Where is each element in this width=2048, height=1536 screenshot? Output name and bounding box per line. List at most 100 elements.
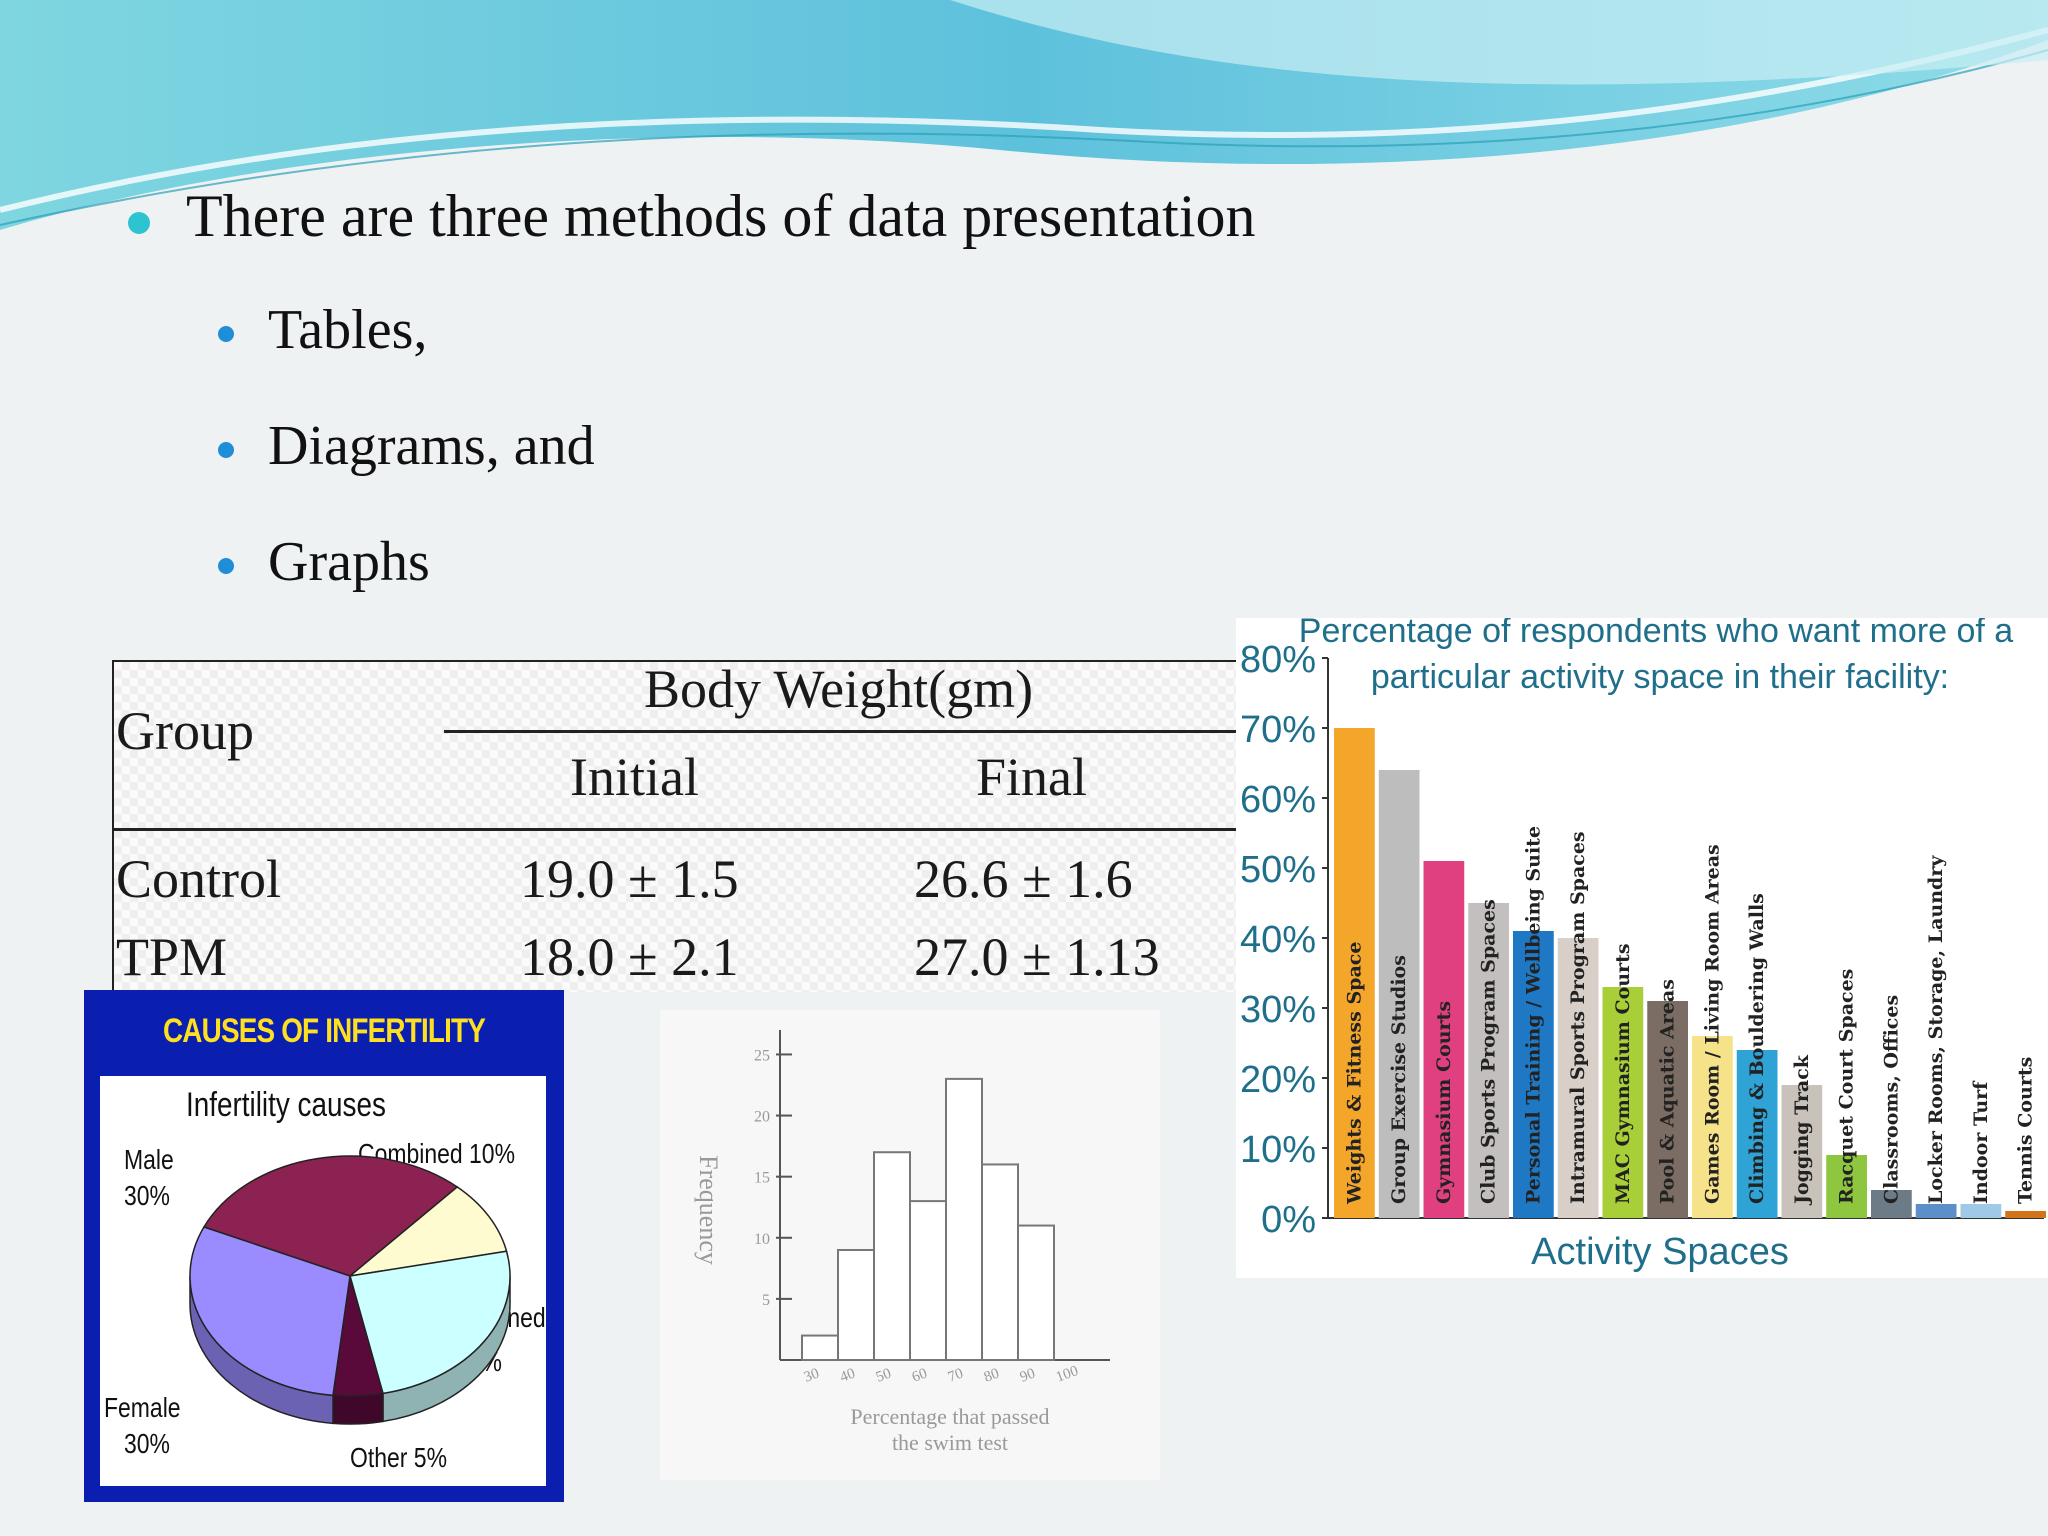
histogram-y-label: Frequency [694,1155,723,1265]
bar-chart-category-label: Club Sports Program Spaces [1478,899,1500,1204]
table-cell-group: Control [116,849,282,909]
table-cell-initial: 18.0 ± 2.1 [520,927,739,987]
histogram-y-tick-label: 25 [754,1047,770,1064]
bar-chart-bar [1960,1204,2002,1218]
histogram-y-tick-label: 5 [762,1292,770,1309]
pie-title: CAUSES OF INFERTILITY [162,1012,486,1050]
bar-chart-bar [1468,903,1509,1218]
pie-label-female: Female [104,1392,181,1423]
bar-chart-category-label: Tennis Courts [2015,1057,2037,1204]
bar-chart-bar [1423,861,1465,1218]
bullet-dot-icon [128,212,150,234]
bar-chart-bar [1334,728,1375,1218]
bar-chart-category-label: Games Room / Living Room Areas [1701,844,1723,1204]
bar-chart-title: Percentage of respondents who want more … [1299,618,2014,650]
histogram-x-tick-label: 90 [1018,1366,1038,1386]
body-weight-table: Group Body Weight(gm) Initial Final Cont… [112,659,1240,992]
table-header-group: Group [116,701,254,761]
histogram-bar [909,1200,947,1361]
bar-chart-category-label: Personal Training / Wellbeing Suite [1522,826,1544,1204]
histogram-x-tick-label: 60 [910,1366,930,1386]
pie-slice-combined [347,1186,508,1278]
bar-chart-category-label: Racquet Court Spaces [1836,969,1858,1204]
table-cell-group: TPM [116,927,228,987]
bar-chart-bar [2005,1211,2046,1218]
table-cell-initial: 19.0 ± 1.5 [520,849,739,909]
histogram-x-tick-label: 80 [982,1366,1002,1386]
bar-chart-y-tick-label: 50% [1240,849,1316,891]
bar-chart-y-tick-label: 30% [1240,989,1316,1031]
bar-chart-bar [1647,1001,1688,1218]
infertility-pie-chart: CAUSES OF INFERTILITY Infertility causes… [84,990,564,1502]
histogram-x-label: Percentage that passed [850,1404,1049,1429]
bullet-sub-text: Tables, [268,299,428,361]
histogram-bar [837,1249,875,1361]
bar-chart-title: particular activity space in their facil… [1371,658,1949,696]
histogram-bar [981,1163,1019,1361]
bar-chart-category-label: Pool & Aquatic Areas [1657,979,1679,1204]
pie-slice-unexplained [349,1250,511,1395]
header-wave-decoration [0,0,2048,230]
activity-spaces-bar-chart: Percentage of respondents who want more … [1236,612,2048,1278]
pie-label-female-pct: 30% [124,1428,170,1459]
histogram-x-tick-label: 70 [946,1366,966,1386]
histogram-bar [1017,1224,1055,1361]
bar-chart-bar [1736,1050,1778,1218]
histogram-y-tick-label: 20 [754,1109,770,1126]
bar-chart-category-label: Intramural Sports Program Spaces [1567,831,1589,1204]
bar-chart-y-tick-label: 20% [1240,1059,1316,1101]
bullet-dot-icon [218,326,234,342]
bar-chart-category-label: Climbing & Bouldering Walls [1746,893,1768,1204]
bar-chart-y-tick-label: 80% [1240,639,1316,681]
pie-svg [189,1155,511,1425]
bullet-main-text: There are three methods of data presenta… [186,183,1256,249]
bar-chart-y-tick-label: 10% [1240,1129,1316,1171]
bar-chart-category-label: Jogging Track [1791,1054,1813,1206]
histogram-x-label: the swim test [892,1430,1008,1455]
bar-chart-category-label: Gymnasium Courts [1433,1001,1455,1204]
histogram-x-tick-label: 100 [1054,1363,1081,1386]
pie-label-male: Male [124,1144,174,1175]
bar-chart-category-label: MAC Gymnasium Courts [1612,943,1634,1204]
bar-chart-category-label: Group Exercise Studios [1388,955,1410,1204]
pie-label-other: Other 5% [350,1442,447,1473]
bar-chart-x-label: Activity Spaces [1531,1231,1789,1273]
table-header-initial: Initial [570,747,699,807]
histogram-bar [945,1077,983,1361]
bullet-dot-icon [218,442,234,458]
pie-slice-female [189,1226,351,1397]
bar-chart-category-label: Weights & Fitness Space [1343,942,1365,1205]
bar-chart-svg: Percentage of respondents who want more … [1240,612,2046,1273]
bar-chart-y-tick-label: 70% [1240,709,1316,751]
bar-chart-bar [1557,938,1599,1218]
bar-chart-y-tick-label: 40% [1240,919,1316,961]
histogram-x-tick-label: 30 [802,1366,822,1386]
bullet-sub-text: Diagrams, and [268,415,595,477]
bar-chart-bar [1871,1190,1912,1218]
table-header-final: Final [976,747,1088,807]
table-cell-final: 27.0 ± 1.13 [914,927,1160,987]
pie-chart-area: Infertility causes Male 30% Combined 10%… [100,1076,546,1486]
bar-chart-bar [1781,1085,1823,1218]
bar-chart-y-tick-label: 0% [1261,1199,1316,1241]
pie-subtitle: Infertility causes [186,1086,386,1124]
histogram-x-tick-label: 40 [838,1366,858,1386]
bar-chart-bar [1692,1036,1733,1218]
histogram-y-tick-label: 15 [754,1170,770,1187]
bullet-sub-text: Graphs [268,531,430,593]
histogram-y-tick-label: 10 [754,1231,770,1248]
bar-chart-bar [1513,931,1554,1218]
bar-chart-category-label: Indoor Turf [1970,1080,1992,1204]
table-rule [114,828,1240,831]
bar-chart-y-tick-label: 60% [1240,779,1316,821]
bar-chart-bar [1602,987,1644,1218]
bar-chart-category-label: Classrooms, Offices [1880,995,1902,1204]
bar-chart-bar [1378,770,1420,1218]
table-header-body-weight: Body Weight(gm) [644,659,1034,719]
bullet-dot-icon [218,558,234,574]
bar-chart-bar [1915,1204,1957,1218]
bar-chart-category-label: Locker Rooms, Storage, Laundry [1925,855,1947,1204]
table-cell-final: 26.6 ± 1.6 [914,849,1133,909]
bar-chart-bar [1826,1155,1867,1218]
